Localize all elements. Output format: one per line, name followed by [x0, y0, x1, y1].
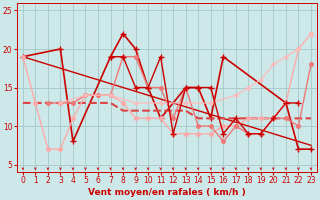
- X-axis label: Vent moyen/en rafales ( km/h ): Vent moyen/en rafales ( km/h ): [88, 188, 246, 197]
